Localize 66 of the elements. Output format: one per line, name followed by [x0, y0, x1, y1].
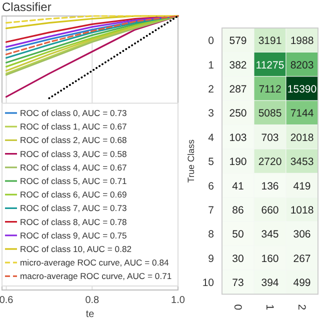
data-label: 419 — [293, 180, 311, 192]
legend-label: ROC of class 8, AUC = 0.78 — [20, 216, 127, 227]
legend-label: ROC of class 2, AUC = 0.68 — [20, 135, 127, 146]
data-label: 306 — [293, 228, 311, 241]
data-label: 3191 — [258, 35, 282, 48]
data-label: 382 — [229, 59, 247, 72]
data-label: 136 — [261, 180, 279, 192]
x-tick-label: 1.0 — [171, 295, 186, 306]
y-tick-label: 2 — [208, 84, 214, 96]
legend-label: ROC of class 6, AUC = 0.69 — [20, 190, 127, 200]
y-tick-label: 1 — [208, 59, 214, 72]
data-label: 50 — [232, 228, 244, 241]
data-label: 190 — [229, 156, 247, 168]
data-label: 660 — [261, 204, 279, 216]
data-label: 579 — [229, 35, 247, 48]
data-label: 250 — [229, 108, 247, 120]
y-tick-label: 9 — [208, 252, 214, 265]
data-label: 73 — [232, 277, 244, 290]
data-label: 11275 — [256, 59, 284, 72]
data-label: 3453 — [290, 156, 314, 168]
legend-label: ROC of class 7, AUC = 0.73 — [20, 203, 127, 214]
data-label: 30 — [232, 252, 244, 265]
data-label: 394 — [261, 277, 279, 290]
legend-label: ROC of class 1, AUC = 0.67 — [20, 122, 127, 132]
data-label: 1018 — [290, 204, 314, 216]
legend-label: ROC of class 4, AUC = 0.67 — [20, 162, 127, 172]
data-label: 7112 — [258, 84, 282, 96]
x-tick-label: 0 — [231, 304, 244, 310]
legend-label: macro-average ROC curve, AUC = 0.71 — [20, 271, 172, 282]
y-tick-label: 7 — [208, 204, 214, 216]
x-axis-title: te — [86, 309, 95, 320]
x-tick-label: 2 — [295, 304, 308, 310]
data-label: 267 — [293, 252, 311, 265]
legend-label: ROC of class 10, AUC = 0.82 — [20, 244, 132, 254]
legend-label: micro-average ROC curve, AUC = 0.84 — [20, 258, 169, 268]
data-label: 15390 — [287, 84, 317, 96]
x-tick-label: 1 — [263, 304, 276, 310]
data-label: 703 — [261, 132, 279, 144]
x-tick-label: 0.8 — [85, 295, 100, 306]
data-label: 8203 — [290, 59, 314, 72]
y-tick-label: 8 — [208, 228, 214, 241]
legend-label: ROC of class 5, AUC = 0.71 — [20, 176, 127, 186]
data-label: 1988 — [290, 35, 314, 48]
data-label: 86 — [232, 204, 244, 216]
y-tick-label: 10 — [202, 277, 214, 290]
y-tick-label: 6 — [208, 180, 214, 192]
data-label: 2018 — [290, 132, 314, 144]
data-label: 160 — [261, 252, 279, 265]
y-axis-title: True Class — [186, 139, 196, 183]
data-label: 103 — [229, 132, 247, 144]
data-label: 41 — [232, 180, 244, 192]
legend-label: ROC of class 9, AUC = 0.75 — [20, 230, 127, 240]
y-tick-label: 0 — [208, 35, 214, 48]
data-label: 287 — [229, 84, 247, 96]
legend-label: ROC of class 3, AUC = 0.58 — [20, 148, 127, 159]
x-tick-label: 0.6 — [0, 295, 14, 306]
legend-label: ROC of class 0, AUC = 0.73 — [20, 108, 127, 118]
y-tick-label: 3 — [208, 108, 214, 120]
chart-title: Classifier — [2, 0, 52, 14]
y-tick-label: 5 — [208, 156, 214, 168]
data-label: 499 — [293, 277, 311, 290]
data-label: 2720 — [258, 156, 282, 168]
data-label: 345 — [261, 228, 279, 241]
data-label: 7144 — [290, 108, 314, 120]
y-tick-label: 4 — [208, 132, 214, 144]
data-label: 5085 — [258, 108, 282, 120]
